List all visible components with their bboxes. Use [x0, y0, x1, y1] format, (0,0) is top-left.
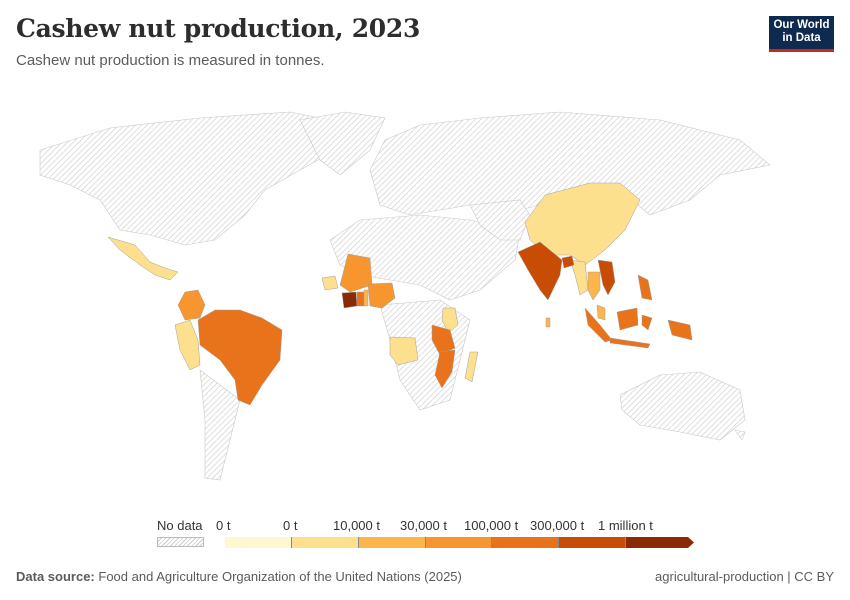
cote-divoire — [341, 291, 358, 309]
source-text[interactable]: Food and Agriculture Organization of the… — [98, 569, 462, 584]
legend-bin-5[interactable] — [559, 537, 626, 548]
legend-label-5: 300,000 t — [530, 518, 585, 533]
legend-label-0: 0 t — [216, 518, 231, 533]
legend-bin-1[interactable] — [292, 537, 359, 548]
legend-nodata-swatch[interactable] — [157, 537, 204, 547]
footer-license[interactable]: agricultural-production | CC BY — [655, 569, 834, 584]
logo-line-1: Our World — [773, 19, 830, 31]
chart-subtitle: Cashew nut production is measured in ton… — [16, 52, 325, 69]
legend-nodata-label: No data — [157, 518, 203, 533]
brazil — [197, 309, 283, 406]
mali — [339, 253, 373, 293]
data-source: Data source: Food and Agriculture Organi… — [16, 569, 462, 584]
vietnam — [597, 259, 616, 296]
sri-lanka — [545, 317, 551, 328]
indonesia-sulawesi — [641, 314, 653, 331]
ghana — [356, 291, 365, 307]
mozambique — [434, 349, 456, 389]
world-map[interactable] — [0, 100, 850, 510]
colombia — [177, 289, 206, 321]
legend-bin-3[interactable] — [426, 537, 492, 548]
mexico — [107, 236, 179, 281]
indonesia-sumatra — [584, 307, 613, 343]
legend-bin-6[interactable] — [626, 537, 694, 548]
owid-logo[interactable]: Our World in Data — [769, 16, 834, 52]
logo-line-2: in Data — [782, 32, 821, 44]
nigeria — [367, 282, 396, 309]
legend-bin-4[interactable] — [492, 537, 559, 548]
peru — [174, 319, 201, 371]
legend-label-3: 30,000 t — [400, 518, 447, 533]
legend-label-2: 10,000 t — [333, 518, 380, 533]
angola — [389, 336, 419, 366]
indonesia-borneo — [616, 307, 639, 331]
senegal — [321, 275, 339, 291]
legend-bin-0[interactable] — [225, 537, 292, 548]
myanmar — [569, 259, 589, 296]
malaysia — [596, 304, 606, 321]
madagascar — [464, 351, 479, 383]
source-label: Data source: — [16, 569, 95, 584]
india — [517, 241, 563, 301]
legend-label-6: 1 million t — [598, 518, 653, 533]
bangladesh — [561, 255, 575, 269]
kenya — [441, 307, 459, 334]
legend-label-4: 100,000 t — [464, 518, 519, 533]
legend-label-1: 0 t — [283, 518, 298, 533]
data-countries — [107, 182, 693, 406]
legend-bin-2[interactable] — [359, 537, 426, 548]
philippines — [637, 274, 653, 301]
benin — [363, 289, 369, 307]
chart-title: Cashew nut production, 2023 — [16, 14, 421, 43]
no-data-countries — [39, 111, 771, 481]
thailand — [587, 271, 601, 301]
indonesia-java — [609, 337, 651, 349]
indonesia-papua — [667, 319, 693, 341]
